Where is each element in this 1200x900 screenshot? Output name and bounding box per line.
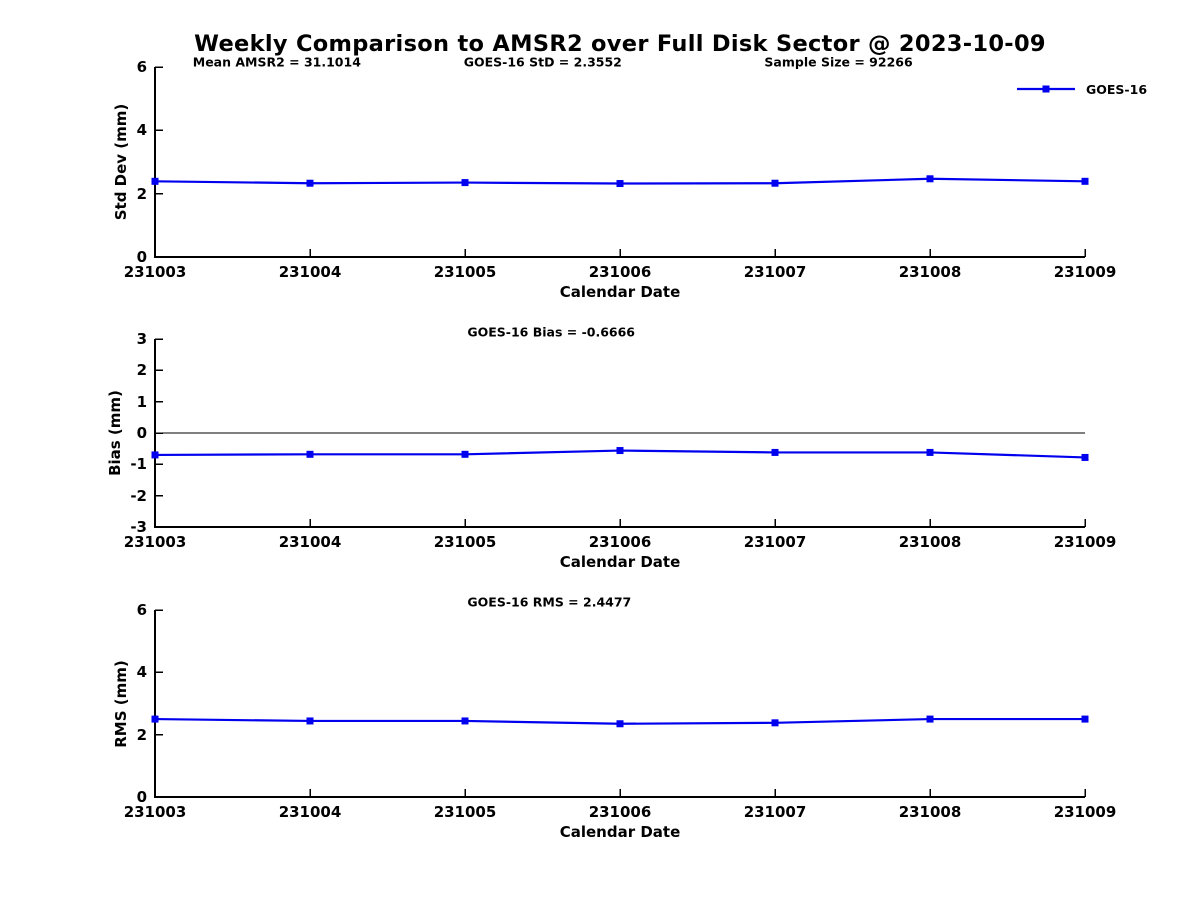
data-point-marker	[461, 179, 469, 187]
y-tick-label: 6	[136, 601, 147, 619]
legend-line-sample-icon	[1017, 85, 1075, 93]
data-point-marker	[771, 719, 779, 727]
data-point-marker	[1081, 715, 1089, 723]
data-point-marker	[1081, 177, 1089, 185]
x-tick-label: 231008	[898, 803, 962, 821]
data-point-marker	[771, 448, 779, 456]
data-point-marker	[306, 179, 314, 187]
y-tick-label: 2	[136, 184, 147, 203]
data-point-marker	[616, 720, 624, 728]
legend-series-label: GOES-16	[1086, 81, 1148, 97]
data-point-marker	[461, 450, 469, 458]
y-tick-label: 0	[136, 788, 147, 806]
x-tick-label: 231007	[743, 803, 807, 821]
x-tick-label: 231009	[1053, 533, 1117, 551]
x-tick-label: 231005	[433, 533, 497, 551]
x-tick-label: 231008	[898, 533, 962, 551]
y-tick-label: -3	[130, 518, 147, 536]
data-point-marker	[926, 175, 934, 183]
y-tick-label: 1	[136, 392, 147, 411]
data-point-marker	[306, 450, 314, 458]
y-tick-label: 4	[136, 121, 147, 140]
data-point-marker	[926, 715, 934, 723]
y-tick-label: 3	[136, 330, 147, 348]
annotation-goes16-rms: GOES-16 RMS = 2.4477	[467, 594, 632, 610]
figure-title: Weekly Comparison to AMSR2 over Full Dis…	[194, 31, 1046, 57]
data-point-marker	[926, 448, 934, 456]
x-tick-label: 231003	[123, 803, 187, 821]
x-tick-label: 231004	[278, 263, 342, 281]
y-tick-label: 0	[136, 248, 147, 266]
annotation-sample-size: Sample Size = 92266	[764, 54, 913, 70]
data-point-marker	[616, 180, 624, 188]
y-tick-label: 2	[136, 725, 147, 744]
x-tick-label: 231003	[123, 263, 187, 281]
x-axis-label-bottom: Calendar Date	[559, 823, 681, 841]
annotation-goes16-std: GOES-16 StD = 2.3552	[463, 54, 622, 70]
y-tick-label: 2	[136, 361, 147, 380]
x-tick-label: 231009	[1053, 263, 1117, 281]
y-tick-label: -2	[130, 486, 147, 505]
data-point-marker	[151, 451, 159, 459]
y-tick-label: -1	[130, 455, 147, 474]
data-point-marker	[461, 717, 469, 725]
annotation-mean-amsr2: Mean AMSR2 = 31.1014	[192, 54, 361, 70]
legend: GOES-16	[1015, 80, 1147, 98]
x-axis-label-top: Calendar Date	[559, 283, 681, 301]
data-point-marker	[616, 447, 624, 455]
x-tick-label: 231009	[1053, 803, 1117, 821]
data-point-marker	[1081, 453, 1089, 461]
x-tick-label: 231005	[433, 803, 497, 821]
x-tick-label: 231006	[588, 533, 652, 551]
y-tick-label: 4	[136, 663, 147, 682]
x-tick-label: 231007	[743, 263, 807, 281]
data-point-marker	[151, 177, 159, 185]
x-tick-label: 231003	[123, 533, 187, 551]
annotation-goes16-bias: GOES-16 Bias = -0.6666	[467, 324, 635, 340]
y-tick-label: 0	[136, 424, 147, 442]
x-tick-label: 231005	[433, 263, 497, 281]
x-tick-label: 231004	[278, 533, 342, 551]
x-axis-label-middle: Calendar Date	[559, 553, 681, 571]
data-point-marker	[771, 179, 779, 187]
x-tick-label: 231004	[278, 803, 342, 821]
x-tick-label: 231006	[588, 263, 652, 281]
x-tick-label: 231008	[898, 263, 962, 281]
data-point-marker	[151, 715, 159, 723]
x-tick-label: 231006	[588, 803, 652, 821]
y-tick-label: 6	[136, 58, 147, 76]
x-tick-label: 231007	[743, 533, 807, 551]
data-point-marker	[306, 717, 314, 725]
